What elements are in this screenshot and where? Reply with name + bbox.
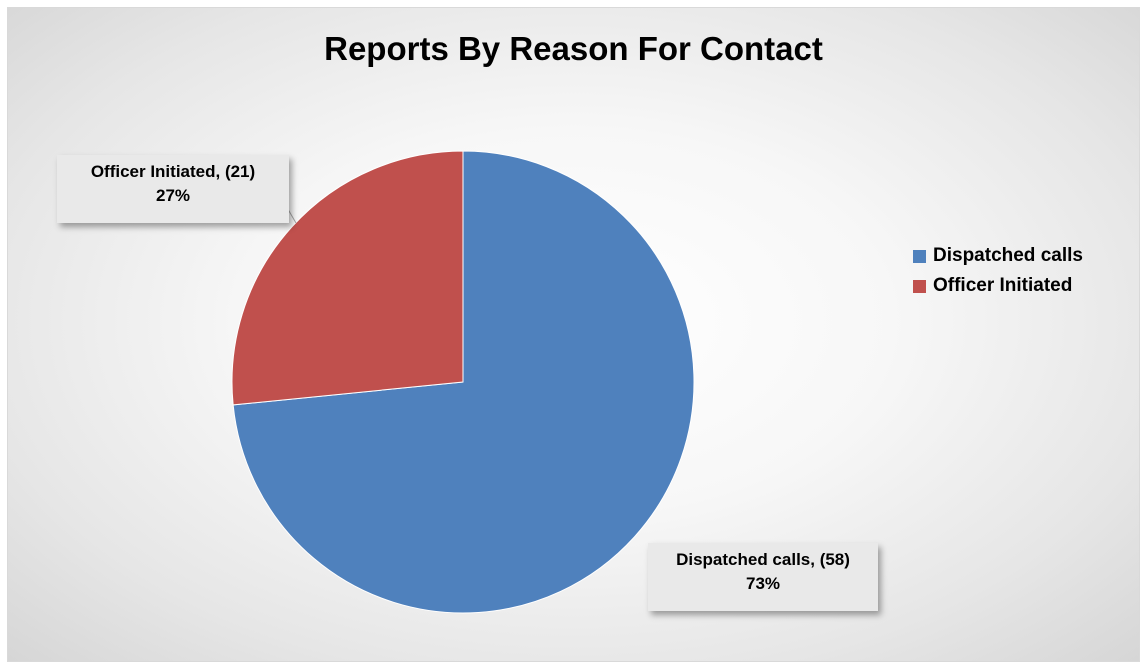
- data-label-officer-line2: 27%: [155, 186, 191, 205]
- data-label-officer-line1: Officer Initiated, (21): [90, 162, 256, 181]
- legend-swatch-dispatched: [913, 249, 926, 263]
- data-label-dispatched-calls: Dispatched calls, (58) 73%: [648, 543, 878, 611]
- legend-swatch-officer: [913, 279, 926, 293]
- legend-label-officer: Officer Initiated: [933, 275, 1073, 296]
- chart-title: Reports By Reason For Contact: [324, 30, 823, 67]
- pie-slice-dispatched-calls: [232, 150, 695, 614]
- data-label-dispatched-line1: Dispatched calls, (58): [676, 550, 850, 569]
- data-label-officer-initiated: Officer Initiated, (21) 27%: [57, 155, 289, 223]
- data-label-dispatched-line2: 73%: [745, 574, 781, 593]
- legend-item-officer-initiated: Officer Initiated: [913, 271, 1083, 301]
- legend-label-dispatched: Dispatched calls: [933, 245, 1083, 266]
- legend-item-dispatched-calls: Dispatched calls: [913, 241, 1083, 271]
- legend: Dispatched calls Officer Initiated: [913, 241, 1083, 301]
- pie-slice-officer-initiated: [231, 150, 464, 406]
